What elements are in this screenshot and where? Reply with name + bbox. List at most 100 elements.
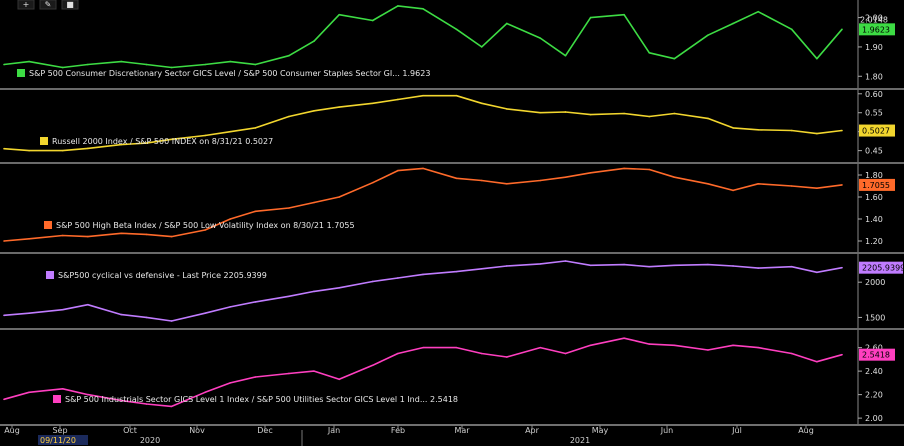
data-point [120,313,123,316]
data-point [480,102,483,105]
data-point [539,346,542,349]
data-point [506,265,508,267]
x-tick-label: Aug [4,426,20,435]
data-point [623,337,625,340]
data-point [480,179,483,182]
data-point [589,16,592,19]
data-point [3,63,5,66]
data-point [790,28,793,31]
x-tick-label: Jun [660,426,674,435]
data-point [673,176,676,178]
y-tick-label: 1.20 [865,237,883,246]
data-point [371,102,374,105]
data-point [28,238,30,240]
data-point [841,129,843,132]
plus-tool-button[interactable] [17,0,35,10]
data-point [145,142,148,144]
data-point [757,267,759,269]
data-point [707,349,709,351]
data-point [564,111,567,113]
legend-swatch [40,137,48,145]
data-point [87,303,89,306]
y-tick-label: 2000 [865,278,885,287]
data-point [673,264,676,267]
data-point [61,234,64,237]
data-point [589,172,592,174]
data-point [145,233,148,236]
data-point [313,370,315,372]
data-point [732,265,734,267]
data-point [254,301,257,303]
data-point [506,22,508,25]
data-point [816,187,818,189]
legend-label: S&P 500 Industrials Sector GICS Level 1 … [65,395,458,404]
data-point [816,360,818,363]
data-point [790,352,793,355]
year-label: 2020 [140,436,160,445]
data-point [707,34,709,36]
data-point [732,22,734,25]
data-point [120,143,123,146]
data-point [841,28,843,31]
data-point [254,63,257,66]
data-point [120,60,123,63]
data-point [564,54,567,57]
data-point [455,270,458,273]
data-point [338,378,341,381]
data-point [204,134,206,137]
data-point [229,218,232,220]
data-point [3,240,5,242]
data-point [87,393,89,396]
highlight-date-box[interactable] [38,435,88,445]
data-point [170,235,173,238]
data-point [338,287,341,289]
plus-icon: + [23,0,30,9]
data-point [589,264,592,267]
data-point [816,271,818,274]
data-point [313,201,315,204]
last-value-text: 2205.9399 [862,264,904,273]
y-tick-label: 0.45 [865,147,883,156]
y-tick-label: 1.90 [865,43,883,52]
data-point [455,346,458,349]
data-point [841,266,843,269]
x-tick-label: Jan [327,426,340,435]
data-point [254,210,257,213]
data-point [397,169,399,172]
data-point [288,54,290,57]
data-point [371,280,374,283]
last-value-badge [859,261,903,274]
data-point [707,183,709,185]
data-point [757,10,759,13]
square-tool-button[interactable] [61,0,79,10]
y-tick-label: 2.60 [865,344,883,353]
data-point [170,66,173,69]
data-point [480,352,483,355]
data-point [539,179,542,182]
data-point [288,372,290,375]
data-point [732,344,734,347]
data-point [87,235,89,238]
data-point [564,176,567,178]
legend-swatch [44,221,52,229]
data-point [790,129,793,132]
data-point [61,387,64,390]
data-point [732,127,734,129]
data-point [204,63,206,66]
data-point [422,94,424,97]
data-point [120,232,123,235]
last-value-badge [859,23,895,36]
y-tick-label: 1500 [865,313,885,322]
series-line-3 [3,167,843,242]
data-point [338,13,341,16]
legend-label: S&P500 cyclical vs defensive - Last Pric… [58,271,267,280]
data-point [254,127,257,129]
x-tick-label: Nov [189,426,205,435]
data-point [732,189,734,192]
data-point [506,356,508,358]
data-point [757,346,759,349]
pencil-tool-button[interactable] [39,0,57,10]
x-tick-label: Jul [731,426,742,435]
data-point [841,184,843,186]
